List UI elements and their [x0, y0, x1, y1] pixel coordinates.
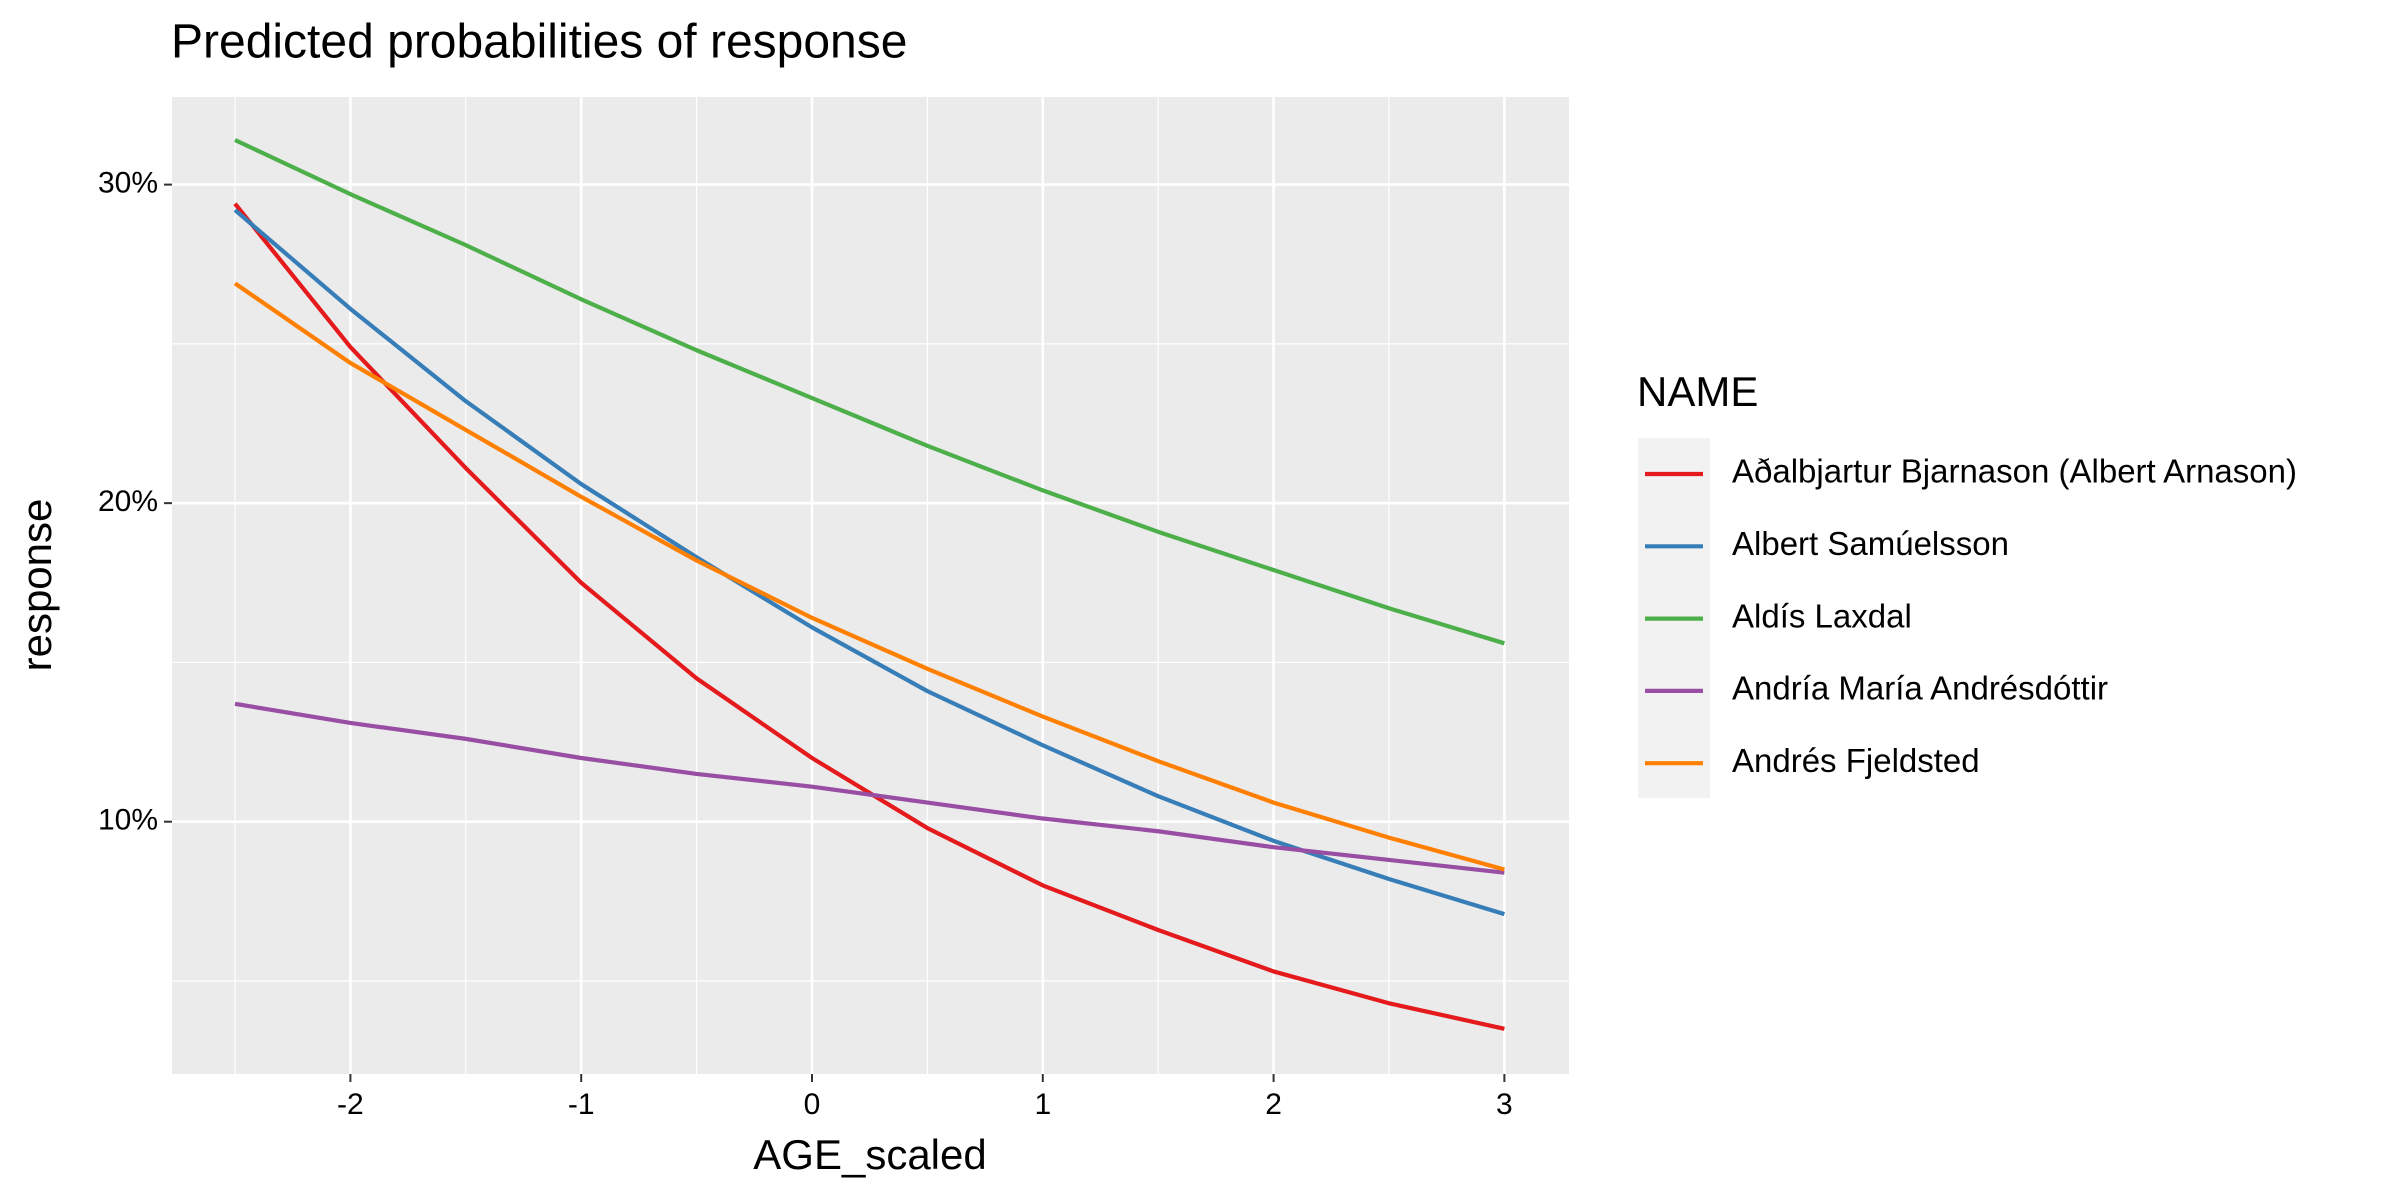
series-line — [234, 138, 1505, 646]
chart-title: Predicted probabilities of response — [171, 16, 907, 69]
legend-label: Aldís Laxdal — [1732, 597, 1912, 634]
y-axis-title: response — [13, 499, 60, 672]
x-tick-label: 0 — [804, 1088, 821, 1121]
x-tick-label: 1 — [1034, 1088, 1051, 1121]
x-tick-label: 2 — [1265, 1088, 1282, 1121]
x-tick-label: -2 — [337, 1088, 364, 1121]
series-line — [233, 281, 1505, 872]
y-tick-label: 30% — [98, 167, 158, 200]
x-tick-label: -1 — [568, 1088, 595, 1121]
x-tick-label: 3 — [1496, 1088, 1513, 1121]
legend-label: Albert Samúelsson — [1732, 525, 2009, 562]
series-line — [233, 208, 1505, 917]
legend-label: Aðalbjartur Bjarnason (Albert Arnason) — [1732, 453, 2297, 490]
y-tick-label: 10% — [98, 804, 158, 837]
series-line — [234, 701, 1505, 875]
y-tick-label: 20% — [98, 485, 158, 518]
plot-panel — [172, 97, 1569, 1074]
x-axis-title: AGE_scaled — [753, 1131, 986, 1178]
legend-title: NAME — [1637, 368, 1758, 415]
legend-label: Andría María Andrésdóttir — [1732, 670, 2108, 707]
legend-label: Andrés Fjeldsted — [1732, 742, 1980, 779]
